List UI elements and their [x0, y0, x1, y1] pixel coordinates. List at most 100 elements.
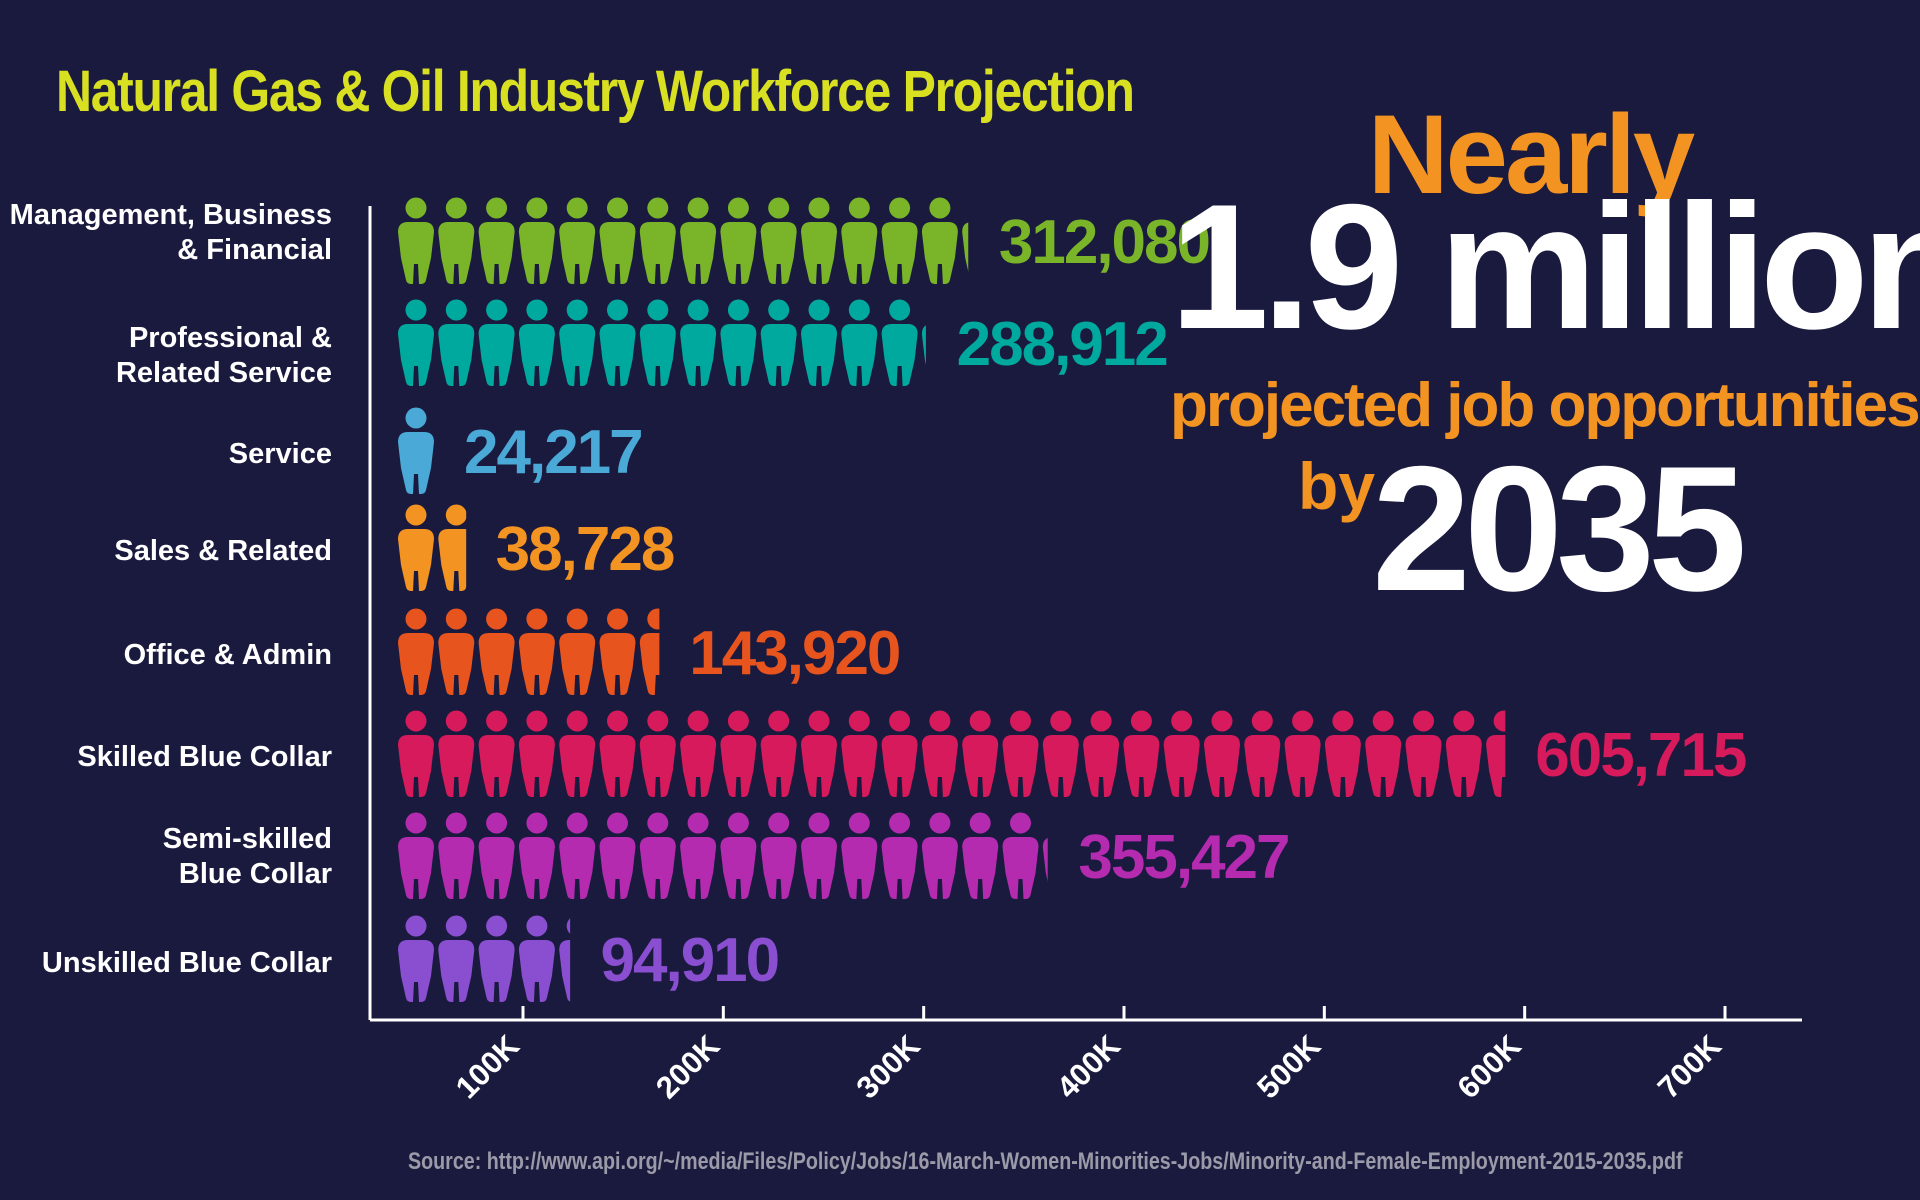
person-icon [1163, 710, 1200, 797]
callout-nearly: Nearly [1367, 92, 1695, 217]
person-icon [720, 710, 757, 797]
person-icon [438, 915, 475, 1002]
person-icon [639, 710, 676, 797]
person-icon [438, 299, 475, 386]
person-icon [398, 299, 434, 386]
x-tick-label: 600K [1450, 1028, 1528, 1106]
category-label: Sales & Related [114, 535, 332, 567]
person-icon [599, 812, 636, 899]
person-icon [760, 710, 797, 797]
person-icon [398, 812, 434, 899]
value-label: 94,910 [601, 926, 779, 995]
person-icon [559, 710, 596, 797]
person-icon [881, 299, 918, 386]
person-icon [720, 197, 757, 284]
x-tick-label: 200K [649, 1028, 727, 1106]
person-icon [639, 608, 660, 695]
person-icon [518, 197, 555, 284]
person-icon [478, 710, 515, 797]
icon-bar [398, 915, 571, 1002]
person-icon [518, 812, 555, 899]
callout-year: 2035 [1372, 429, 1747, 628]
person-icon [1486, 710, 1506, 797]
person-icon [760, 197, 797, 284]
value-label: 605,715 [1535, 721, 1746, 790]
person-icon [680, 197, 717, 284]
person-icon [1002, 710, 1039, 797]
category-label: Related Service [116, 357, 332, 389]
icon-bar [398, 407, 434, 494]
icon-bar [398, 812, 1048, 899]
value-label: 24,217 [464, 418, 642, 487]
person-icon [1365, 710, 1402, 797]
person-icon [478, 812, 515, 899]
person-icon [1204, 710, 1240, 797]
person-icon [518, 299, 555, 386]
person-icon [639, 299, 676, 386]
person-icon [639, 197, 676, 284]
person-icon [760, 299, 797, 386]
person-icon [680, 299, 717, 386]
person-icon [1123, 710, 1160, 797]
person-icon [921, 197, 958, 284]
category-label: Service [229, 438, 332, 470]
person-icon [881, 812, 918, 899]
person-icon [559, 197, 596, 284]
person-icon [518, 710, 555, 797]
callout-total: 1.9 million [1170, 167, 1920, 366]
person-icon [801, 299, 837, 386]
category-label: Management, Business [10, 199, 332, 231]
person-icon [559, 608, 596, 695]
icon-bar [398, 504, 467, 591]
person-icon [478, 299, 515, 386]
person-icon [680, 710, 717, 797]
category-labels: Management, Business& Financial Professio… [10, 199, 332, 979]
callout-by: by [1298, 449, 1376, 523]
person-icon [921, 710, 958, 797]
person-icon [921, 812, 958, 899]
person-icon [1244, 710, 1281, 797]
person-icon-bars [398, 197, 1506, 1002]
x-tick-label: 300K [849, 1028, 927, 1106]
person-icon [478, 197, 515, 284]
person-icon [1002, 812, 1039, 899]
person-icon [921, 325, 926, 365]
value-label: 143,920 [689, 619, 899, 688]
person-icon [841, 299, 878, 386]
person-icon [720, 299, 757, 386]
chart-title: Natural Gas & Oil Industry Workforce Pro… [56, 59, 1135, 124]
person-icon [1324, 710, 1361, 797]
person-icon [478, 915, 515, 1002]
category-label: Semi-skilled [163, 823, 332, 855]
person-icon [841, 197, 878, 284]
person-icon [841, 812, 878, 899]
person-icon [962, 710, 999, 797]
category-label: Unskilled Blue Collar [42, 947, 332, 979]
icon-bar [398, 710, 1506, 797]
x-tick-label: 700K [1651, 1028, 1729, 1106]
person-icon [680, 812, 717, 899]
person-icon [398, 710, 434, 797]
category-label: Blue Collar [179, 858, 332, 890]
person-icon [438, 608, 475, 695]
source-note: Source: http://www.api.org/~/media/Files… [408, 1148, 1683, 1175]
person-icon [398, 915, 434, 1002]
person-icon [518, 915, 555, 1002]
category-label: & Financial [177, 234, 332, 266]
person-icon [398, 504, 434, 591]
person-icon [478, 608, 515, 695]
person-icon [801, 710, 837, 797]
person-icon [801, 197, 837, 284]
person-icon [438, 197, 475, 284]
value-label: 38,728 [496, 515, 674, 584]
person-icon [1042, 710, 1079, 797]
person-icon [438, 504, 467, 591]
person-icon [962, 222, 969, 272]
person-icon [1083, 710, 1120, 797]
person-icon [801, 812, 837, 899]
person-icon [1445, 710, 1482, 797]
value-label: 312,080 [999, 208, 1209, 277]
person-icon [1405, 710, 1442, 797]
